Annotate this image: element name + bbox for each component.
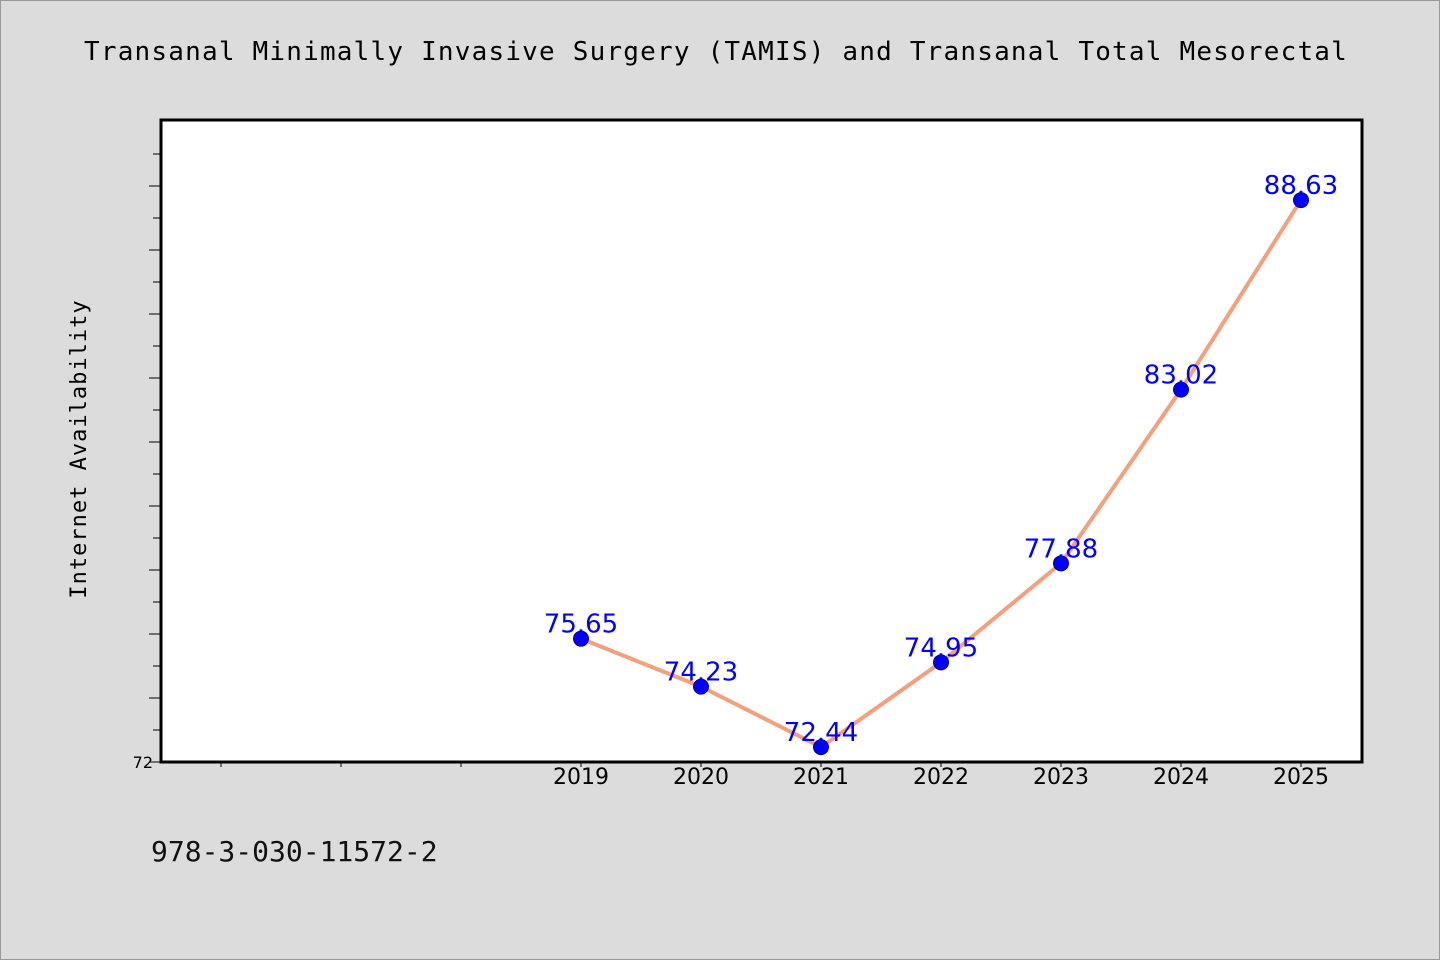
data-label: 74.95 [904, 633, 978, 663]
x-tick-label: 2022 [913, 765, 969, 790]
footnote: 978-3-030-11572-2 [151, 835, 438, 868]
x-tick-label: 2019 [553, 765, 609, 790]
data-label: 88.63 [1264, 171, 1338, 201]
data-point [933, 654, 949, 671]
x-tick-label: 2020 [673, 765, 729, 790]
data-label: 72.44 [784, 718, 858, 748]
data-point [1173, 381, 1189, 398]
y-axis-label: Internet Availability [67, 299, 92, 598]
data-point [693, 678, 709, 695]
y-axis-ticks: 72 [133, 153, 161, 772]
x-tick-label: 2024 [1153, 765, 1209, 790]
data-point [813, 739, 829, 756]
data-point [1053, 555, 1069, 572]
x-tick-label: 2023 [1033, 765, 1089, 790]
series-group: 75.65 74.23 72.44 74.95 77.88 83.02 88.63 [544, 171, 1338, 756]
data-label: 74.23 [664, 658, 738, 688]
data-label: 75.65 [544, 610, 618, 640]
x-axis-ticks: 2019 2020 2021 2022 2023 2024 2025 [220, 762, 1329, 790]
y-tick-label: 72 [133, 753, 153, 772]
x-tick-label: 2021 [793, 765, 849, 790]
chart-title: Transanal Minimally Invasive Surgery (TA… [84, 37, 1364, 67]
plot-area [159, 118, 1364, 764]
data-label: 83.02 [1144, 361, 1218, 391]
data-label: 77.88 [1024, 534, 1098, 564]
data-point [1293, 192, 1309, 209]
data-point [573, 630, 589, 647]
x-tick-label: 2025 [1273, 765, 1329, 790]
